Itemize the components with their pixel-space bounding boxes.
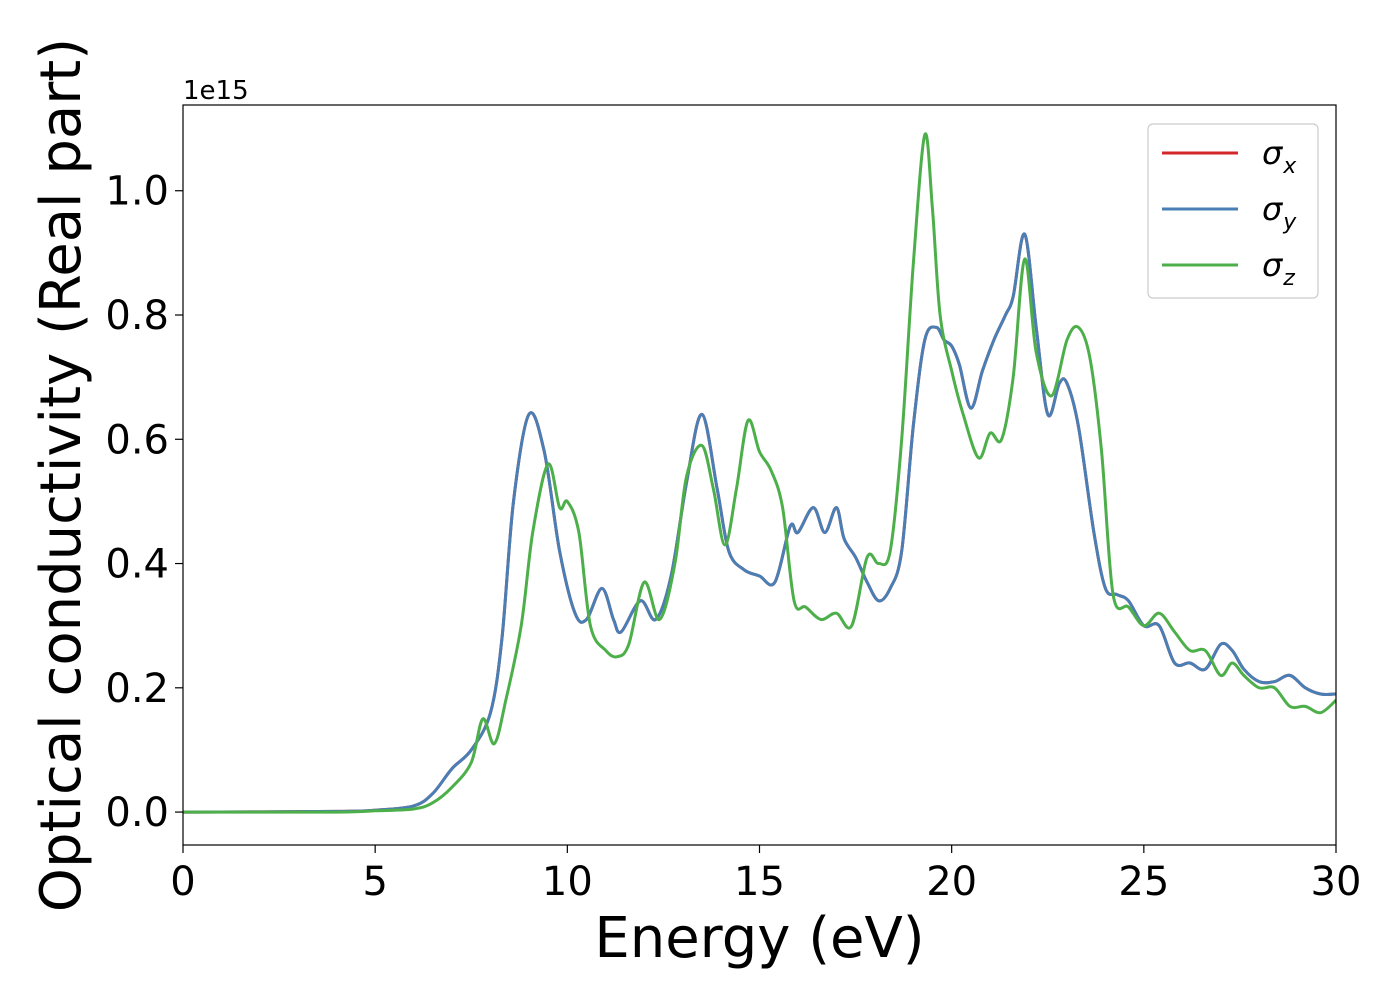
- series-layer: [183, 132, 1336, 814]
- series-line-z: [183, 132, 1336, 814]
- y-offset-label: 1e15: [183, 76, 249, 106]
- x-tick-label: 5: [362, 859, 387, 905]
- x-tick-label: 30: [1311, 859, 1362, 905]
- x-tick-label: 0: [170, 859, 195, 905]
- y-axis: 0.0 0.2 0.4 0.6 0.8 1.0: [105, 169, 183, 836]
- y-tick-label: 0.6: [105, 417, 169, 463]
- y-tick-label: 0.8: [105, 293, 169, 339]
- x-tick-label: 25: [1118, 859, 1169, 905]
- y-tick-label: 0.2: [105, 666, 169, 712]
- x-tick-label: 15: [734, 859, 785, 905]
- x-axis: 0 5 10 15 20 25 30: [170, 845, 1361, 905]
- series-line-y: [183, 232, 1336, 814]
- y-tick-label: 1.0: [105, 169, 169, 215]
- x-axis-label: Energy (eV): [594, 906, 924, 971]
- legend-box: [1147, 123, 1319, 299]
- y-tick-label: 0.4: [105, 542, 169, 588]
- y-tick-label: 0.0: [105, 790, 169, 836]
- x-tick-label: 20: [926, 859, 977, 905]
- x-tick-label: 10: [542, 859, 593, 905]
- y-axis-label: Optical conductivity (Real part): [29, 38, 94, 912]
